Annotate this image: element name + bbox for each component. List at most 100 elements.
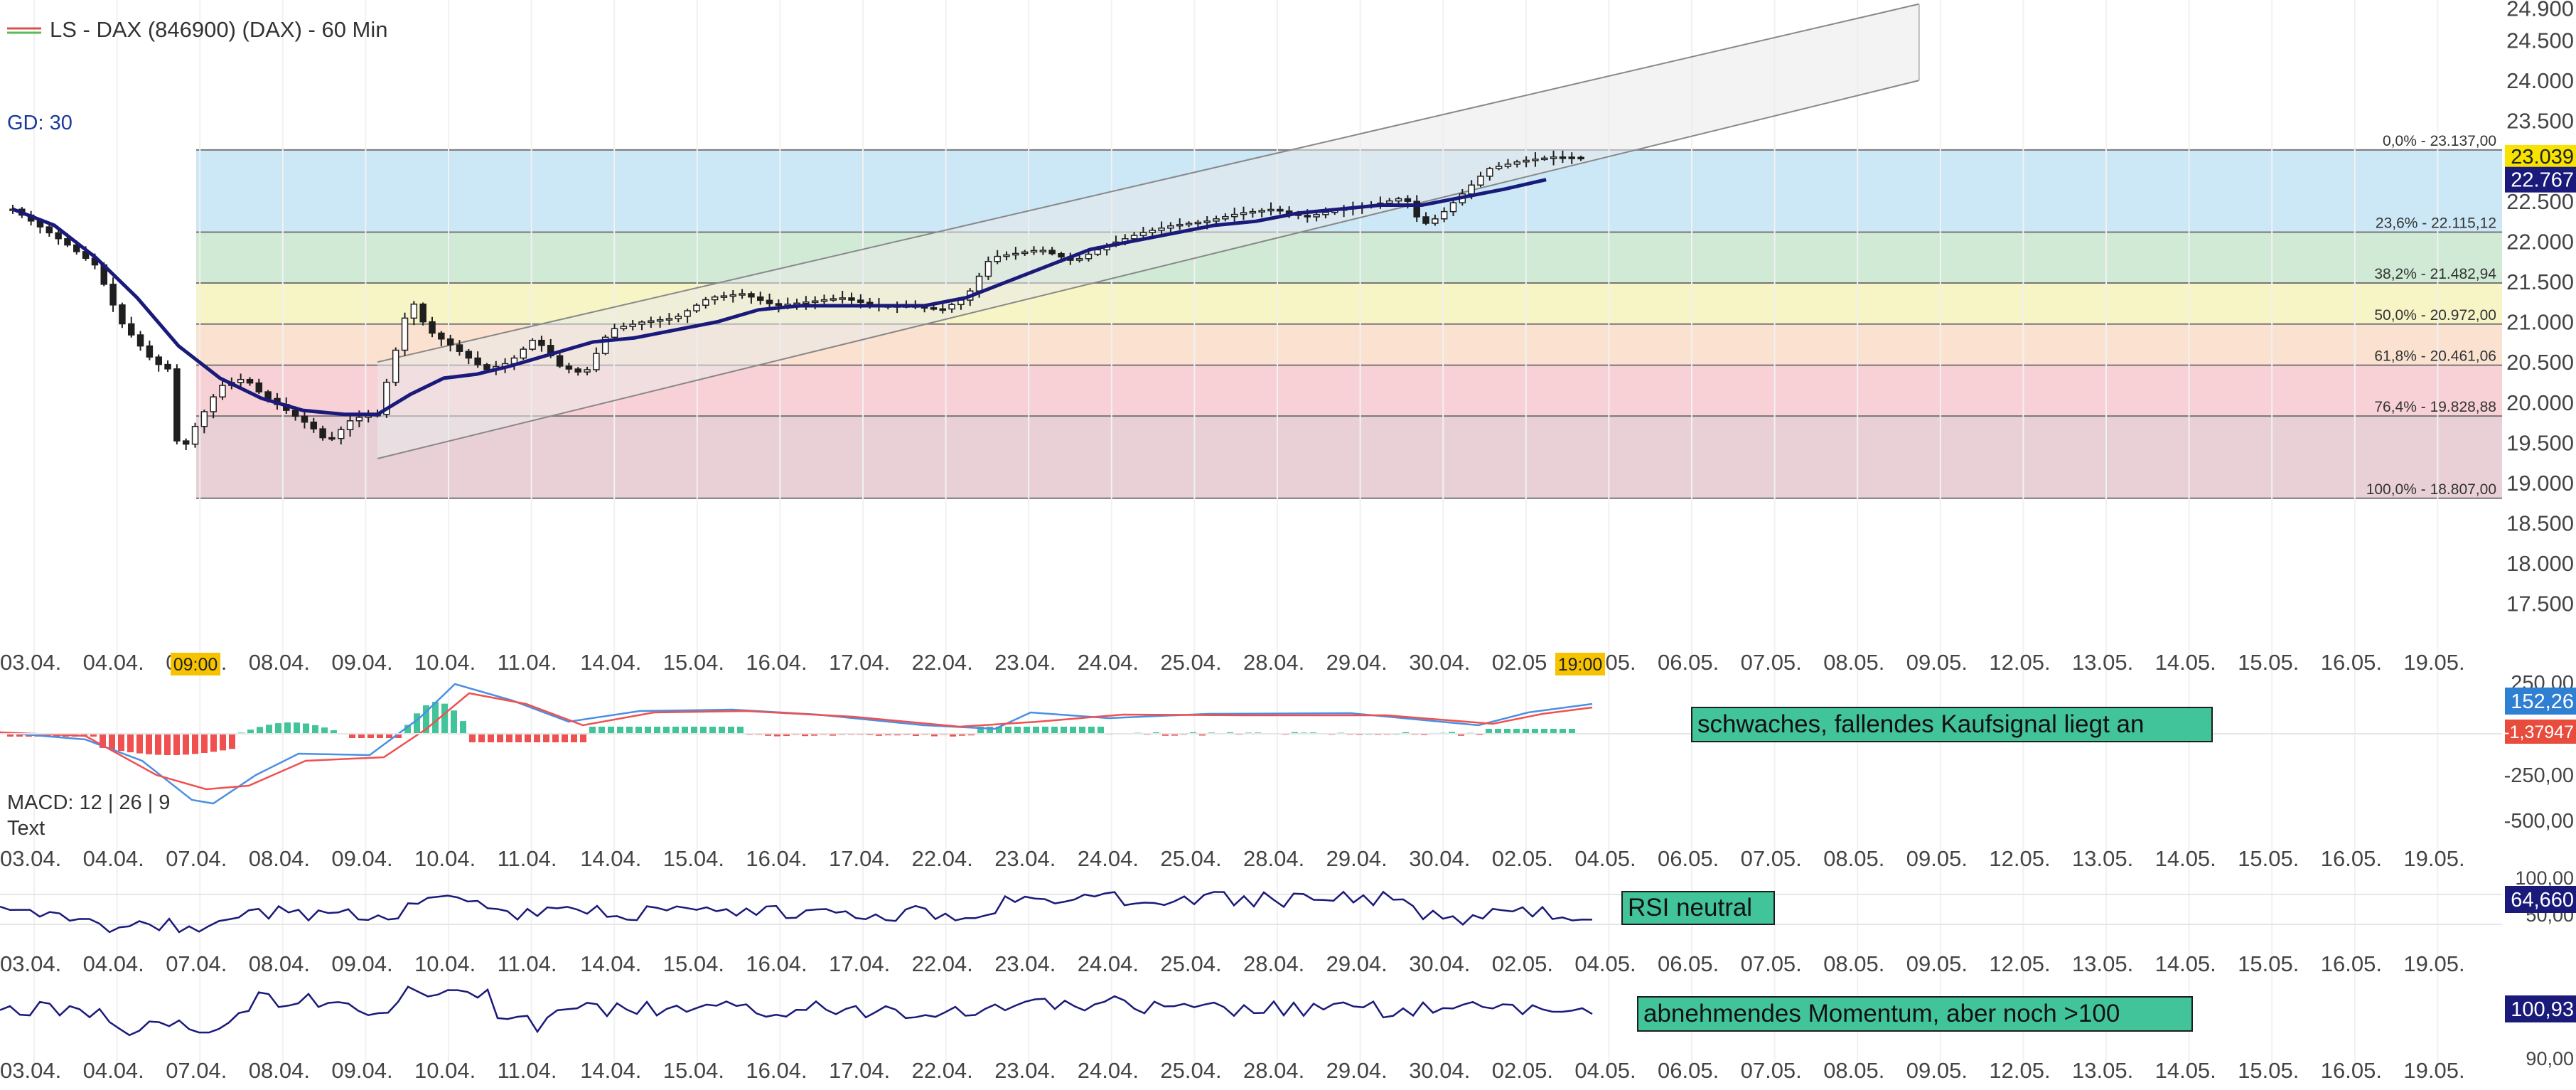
candle-body	[574, 368, 581, 373]
candle-body	[538, 339, 545, 346]
candle-body	[1486, 168, 1493, 177]
macd-histogram-bar	[183, 734, 189, 755]
macd-histogram-bar	[700, 727, 707, 734]
rsi-tick-label: 100,00	[2515, 867, 2574, 889]
macd-histogram-bar	[210, 734, 217, 752]
candle-body	[1568, 156, 1575, 159]
time-axis-label: 06.05.	[1658, 846, 1719, 871]
time-axis-label: 04.04.	[83, 846, 144, 871]
macd-histogram-bar	[312, 725, 318, 734]
macd-histogram-bar	[987, 727, 993, 734]
time-axis-label: 12.05.	[1989, 951, 2050, 976]
candle-body	[64, 237, 71, 246]
macd-histogram-bar	[552, 734, 559, 742]
time-axis-label: 02.05	[1492, 650, 1547, 675]
time-axis-label: 12.05.	[1989, 846, 2050, 871]
macd-signal-line	[0, 692, 1593, 791]
candle-body	[419, 303, 426, 323]
candle-body	[483, 364, 490, 370]
macd-histogram-bar	[515, 734, 522, 742]
macd-histogram-bar	[1190, 732, 1196, 734]
ma-value-badge	[2505, 166, 2576, 193]
time-axis-label: 29.04.	[1326, 1058, 1388, 1083]
price-tick-label: 20.000	[2506, 390, 2574, 415]
macd-histogram-bar	[1541, 729, 1547, 734]
candle-body	[337, 429, 345, 439]
macd-histogram-bar	[349, 734, 355, 738]
time-axis-label: 30.04.	[1409, 846, 1470, 871]
macd-histogram-bar	[885, 734, 891, 736]
macd-histogram-bar	[1550, 729, 1557, 734]
macd-histogram-bar	[672, 727, 679, 734]
candle-body	[1313, 214, 1320, 218]
macd-histogram-bar	[386, 734, 392, 738]
macd-histogram-bar	[377, 734, 383, 738]
price-tick-label: 21.000	[2506, 310, 2574, 335]
candle-body	[55, 232, 62, 240]
candle-body	[1130, 235, 1138, 240]
time-axis-label: 06.05.	[1658, 650, 1719, 675]
last-price-label: 23.039	[2511, 146, 2574, 169]
macd-histogram-bar	[728, 727, 734, 734]
candle-body	[1440, 210, 1448, 220]
time-axis-label: 04.05.	[1574, 1058, 1636, 1083]
rsi-annotation-box	[1621, 891, 1775, 925]
time-axis-label: 07.05.	[1741, 650, 1802, 675]
time-axis-label: 08.04.	[249, 650, 310, 675]
time-axis-label: 15.04.	[663, 1058, 724, 1083]
macd-histogram-bar	[90, 734, 97, 737]
candle-body	[1222, 215, 1229, 220]
candle-body	[1094, 249, 1102, 255]
macd-histogram-bar	[931, 734, 938, 737]
time-axis-label: 23.04.	[994, 846, 1056, 871]
time-axis-label: 24.04.	[1078, 951, 1139, 976]
macd-panel: MACD: 12 | 26 | 9Text250,00-250,00-500,0…	[0, 672, 2576, 871]
candle-body	[1422, 216, 1429, 224]
macd-histogram-bar	[1024, 727, 1030, 734]
macd-histogram-bar	[109, 734, 115, 750]
candle-body	[1003, 254, 1010, 257]
price-tick-label: 21.500	[2506, 269, 2574, 294]
candle-body	[401, 317, 409, 351]
fib-level-label: 0,0% - 23.137,00	[2383, 133, 2496, 149]
macd-histogram-bar	[395, 734, 402, 738]
candle-body	[1158, 228, 1165, 231]
candle-body	[803, 301, 810, 304]
candle-body	[1432, 218, 1439, 224]
candle-body	[109, 284, 117, 306]
candle-body	[1213, 218, 1220, 222]
rsi-value-badge	[2505, 886, 2576, 913]
candle-body	[1550, 156, 1557, 159]
candle-body	[355, 417, 363, 422]
candle-body	[1176, 223, 1184, 227]
time-axis-label: 02.05.	[1492, 846, 1553, 871]
time-axis-label: 29.04.	[1326, 951, 1388, 976]
candle-body	[729, 294, 737, 297]
candle-body	[565, 365, 573, 370]
candle-body	[1468, 184, 1475, 195]
time-axis-label: 08.05.	[1823, 1058, 1884, 1083]
macd-histogram-bar	[645, 727, 651, 734]
time-axis-label: 13.05.	[2072, 650, 2133, 675]
candle-body	[1149, 230, 1156, 233]
time-axis-label: 22.04.	[912, 846, 973, 871]
time-axis-label: 24.04.	[1078, 1058, 1139, 1083]
candle-body	[264, 391, 272, 400]
candle-body	[675, 316, 682, 319]
time-axis-label: 19.05.	[2403, 1058, 2464, 1083]
time-axis-label: 16.05.	[2321, 1058, 2382, 1083]
candle-body	[601, 336, 609, 354]
candle-body	[410, 303, 418, 319]
candle-body	[136, 334, 144, 347]
price-tick-label: 22.000	[2506, 229, 2574, 254]
macd-value-label: 152,26	[2511, 690, 2574, 713]
time-axis-label: 02.05.	[1492, 1058, 1553, 1083]
macd-histogram-bar	[599, 727, 605, 734]
macd-value-badge	[2505, 688, 2576, 715]
fib-level-label: 50,0% - 20.972,00	[2374, 307, 2496, 324]
macd-histogram-bar	[478, 734, 485, 742]
time-axis-label: 17.04.	[829, 650, 890, 675]
